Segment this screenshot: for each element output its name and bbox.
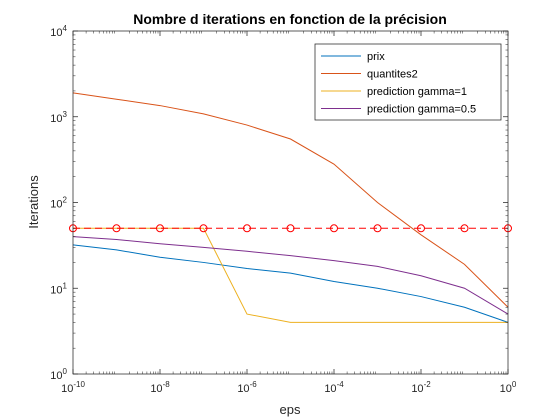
legend-label: prix <box>367 51 385 63</box>
legend-box <box>314 43 502 121</box>
x-tick-label: 10-6 <box>237 380 257 395</box>
series-marker <box>243 224 251 233</box>
y-tick-label: 100 <box>50 367 67 382</box>
y-tick-label: 103 <box>50 110 67 125</box>
series-marker <box>460 224 469 233</box>
x-tick-label: 10-4 <box>324 380 344 395</box>
x-axis-label: eps <box>280 402 301 417</box>
series-marker <box>417 224 425 233</box>
series-marker <box>373 224 382 233</box>
legend-label: prediction gamma=1 <box>367 86 467 98</box>
x-tick-label: 10-8 <box>150 380 170 395</box>
legend-label: prediction gamma=0.5 <box>367 104 476 116</box>
series-marker <box>199 224 208 233</box>
y-tick-label: 101 <box>50 281 67 296</box>
y-tick-label: 102 <box>50 196 67 211</box>
y-tick-label: 104 <box>50 24 67 39</box>
series-marker <box>286 224 295 233</box>
ticks-layer: 10-10 10-8 10-6 10-4 10-2 100 100 101 102 103 104 <box>50 24 517 395</box>
x-tick-label: 10-2 <box>411 380 431 395</box>
x-tick-label: 10-10 <box>61 380 85 395</box>
series-marker <box>330 224 338 233</box>
series-line-prix <box>72 244 509 323</box>
series-line-quantites2 <box>72 92 509 308</box>
legend: prix quantites2 prediction gamma=1 predicti… <box>314 43 502 121</box>
y-axis-label: Iterations <box>26 175 41 229</box>
x-tick-label: 100 <box>500 380 517 395</box>
series-marker <box>112 224 121 233</box>
legend-label: quantites2 <box>367 69 418 81</box>
series-line-prediction-gamma-0-5 <box>72 236 509 315</box>
chart-title: Nombre d iterations en fonction de la pr… <box>133 11 447 27</box>
series-marker <box>156 224 164 233</box>
